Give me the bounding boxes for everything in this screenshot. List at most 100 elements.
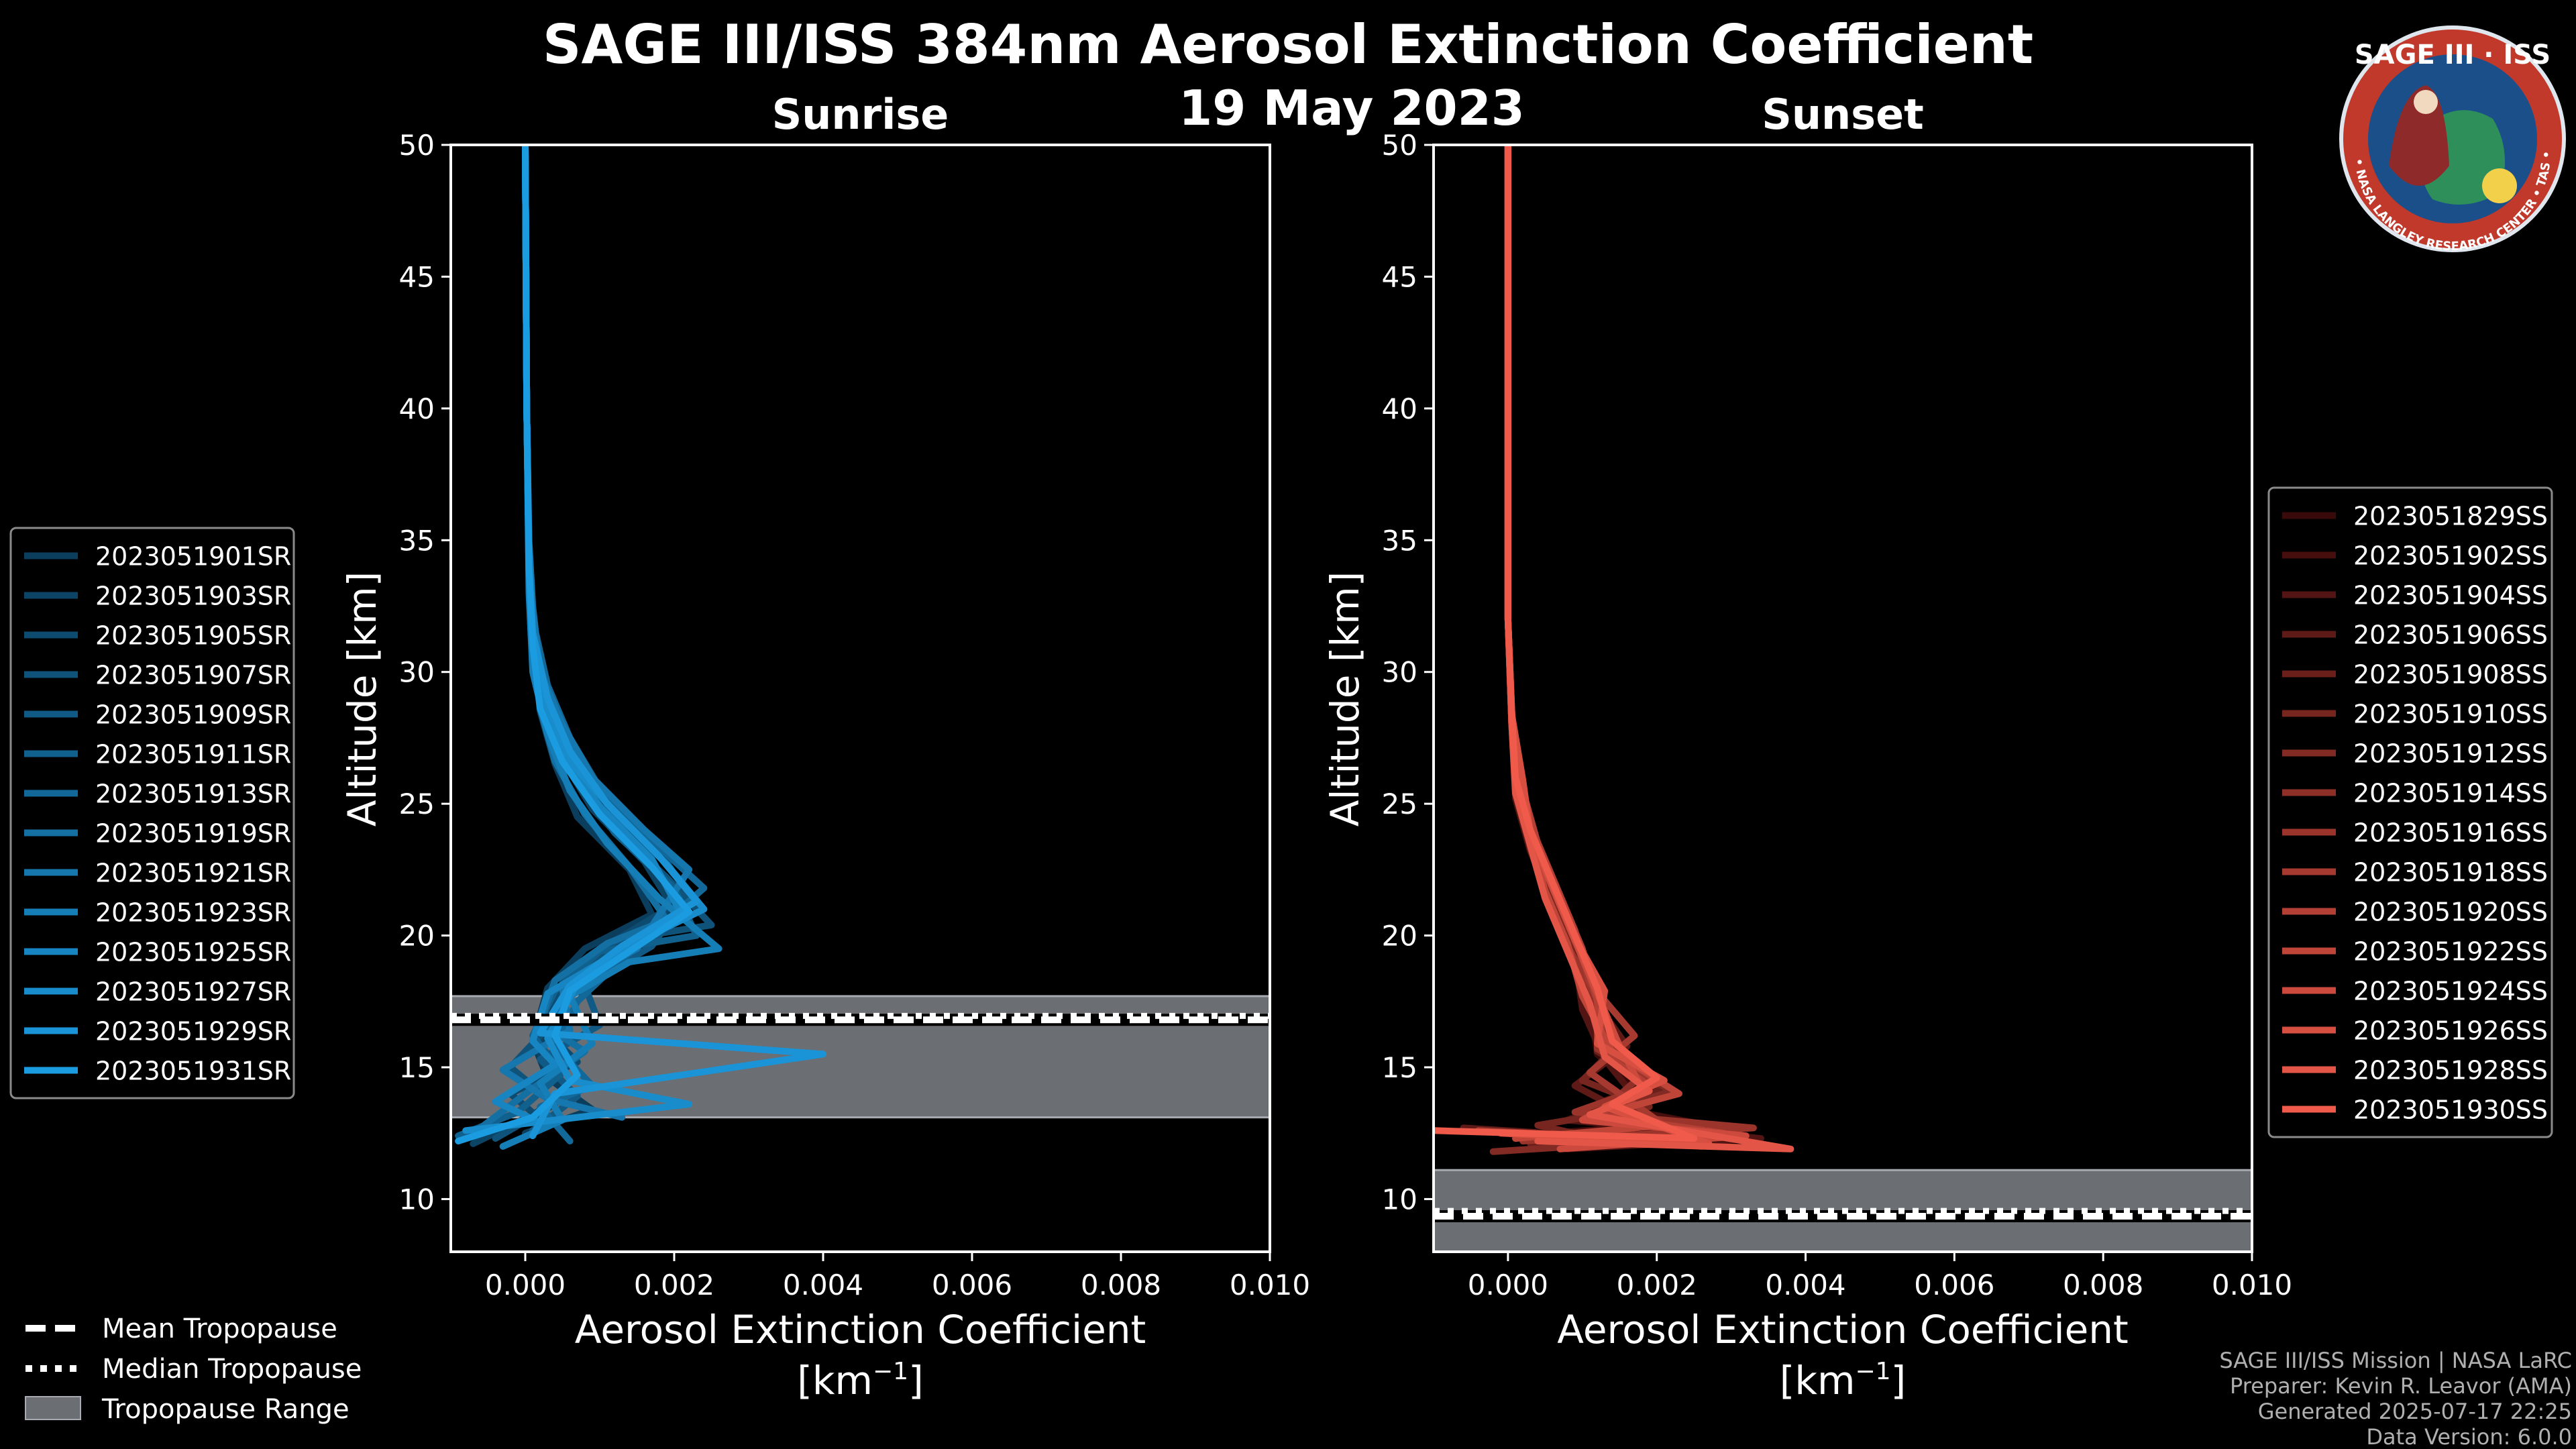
sunrise-ytick-label-40: 40 [399, 392, 435, 425]
sunrise-ytick-label-15: 15 [399, 1051, 435, 1084]
sunset-legend-label-2023051906SS: 2023051906SS [2353, 621, 2548, 650]
sunrise-legend-label-2023051905SR: 2023051905SR [95, 621, 291, 651]
sunset-legend-label-2023051902SS: 2023051902SS [2353, 541, 2548, 571]
sunrise-legend-label-2023051925SR: 2023051925SR [95, 938, 291, 967]
legend-range-label: Tropopause Range [101, 1394, 350, 1425]
sunrise-panel-title: Sunrise [772, 90, 949, 139]
figure-date: 19 May 2023 [1179, 80, 1525, 136]
sunset-xtick-label-4: 0.008 [2063, 1269, 2143, 1301]
sunset-xunit-open: [km [1780, 1358, 1856, 1403]
sunrise-xtick-label-1: 0.002 [634, 1269, 714, 1301]
sunset-xunit-close: ] [1891, 1358, 1907, 1403]
sunset-xtick-label-5: 0.010 [2212, 1269, 2292, 1301]
sunset-legend: 2023051829SS 2023051902SS 2023051904SS 2023… [2267, 486, 2553, 1138]
sunset-series-2023051912SS [1489, 145, 1742, 1155]
sunrise-xlabel: Aerosol Extinction Coefficient [575, 1307, 1146, 1352]
sunset-series-2023051829SS [1504, 145, 1735, 1150]
sunset-series-2023051926SS [1497, 145, 1713, 1147]
sunset-legend-label-2023051904SS: 2023051904SS [2353, 581, 2548, 610]
sunset-series-2023051904SS [1504, 145, 1764, 1152]
sunset-series-2023051920SS [1504, 145, 1727, 1150]
sunset-ytick-label-10: 10 [1382, 1183, 1417, 1216]
sunset-legend-label-2023051914SS: 2023051914SS [2353, 779, 2548, 808]
sunset-ytick-label-15: 15 [1382, 1051, 1417, 1084]
sunrise-legend-label-2023051909SR: 2023051909SR [95, 700, 291, 730]
legend-median-label: Median Tropopause [102, 1354, 362, 1385]
sunrise-xtick-label-4: 0.008 [1081, 1269, 1161, 1301]
sunrise-xunit-sup: −1 [873, 1358, 908, 1385]
sunrise-legend-label-2023051921SR: 2023051921SR [95, 859, 291, 888]
sunset-ytick-label-25: 25 [1382, 788, 1417, 820]
sage-logo: SAGE III · ISS BALL • NASA LANGLEY RESEA… [2339, 25, 2566, 254]
footer-line-1: SAGE III/ISS Mission | NASA LaRC [2219, 1348, 2572, 1373]
sunset-legend-label-2023051930SS: 2023051930SS [2353, 1095, 2548, 1125]
sunrise-legend-label-2023051929SR: 2023051929SR [95, 1017, 291, 1046]
sunset-ytick-label-45: 45 [1382, 260, 1417, 293]
sunset-series-2023051916SS [1504, 145, 1757, 1144]
sunrise-legend-label-2023051903SR: 2023051903SR [95, 582, 291, 611]
sunrise-legend-label-2023051907SR: 2023051907SR [95, 661, 291, 690]
sunset-legend-label-2023051910SS: 2023051910SS [2353, 700, 2548, 729]
sunset-series-2023051930SS [1434, 145, 1698, 1142]
sunset-series-2023051908SS [1504, 145, 1720, 1147]
sunrise-series-2023051931SR [455, 145, 693, 1144]
sunset-panel-title: Sunset [1762, 90, 1924, 139]
sunrise-legend-label-2023051913SR: 2023051913SR [95, 780, 291, 809]
sunset-xtick-label-1: 0.002 [1617, 1269, 1697, 1301]
sunrise-xtick-label-2: 0.004 [783, 1269, 863, 1301]
sunset-series-2023051906SS [1460, 145, 1675, 1144]
sunrise-xunit-open: [km [797, 1358, 873, 1403]
sunset-legend-label-2023051912SS: 2023051912SS [2353, 739, 2548, 769]
sunset-axes-frame [1432, 144, 2253, 1253]
sunset-ytick-label-35: 35 [1382, 524, 1417, 557]
sunset-legend-label-2023051918SS: 2023051918SS [2353, 858, 2548, 888]
sunset-legend-label-2023051908SS: 2023051908SS [2353, 660, 2548, 690]
footer: SAGE III/ISS Mission | NASA LaRC Prepare… [2219, 1348, 2572, 1449]
sunrise-ytick-label-45: 45 [399, 260, 435, 293]
legend-range-patch [25, 1396, 81, 1420]
sunset-legend-label-2023051829SS: 2023051829SS [2353, 502, 2548, 531]
footer-line-3: Generated 2025-07-17 22:25 [2258, 1399, 2572, 1424]
sunset-series-2023051924SS [1504, 145, 1750, 1152]
footer-line-4: Data Version: 6.0.0 [2366, 1424, 2572, 1449]
sunset-legend-label-2023051924SS: 2023051924SS [2353, 977, 2548, 1006]
sunrise-ytick-label-10: 10 [399, 1183, 435, 1216]
sunrise-ytick-label-30: 30 [399, 656, 435, 689]
sunrise-xunit: [km−1] [797, 1358, 923, 1403]
sunset-ytick-label-30: 30 [1382, 656, 1417, 689]
sunrise-xtick-label-5: 0.010 [1230, 1269, 1310, 1301]
sunset-ytick-label-50: 50 [1382, 129, 1417, 162]
sunset-panel: Sunset 10 15 20 25 30 35 40 45 50 0.000 0.002 0.004 0… [1322, 90, 2292, 1403]
tropopause-legend: Mean Tropopause Median Tropopause Tropop… [25, 1313, 362, 1425]
sunrise-ytick-label-50: 50 [399, 129, 435, 162]
sunrise-axes-frame [449, 144, 1271, 1253]
sunset-xunit-sup: −1 [1856, 1358, 1891, 1385]
sunrise-legend-label-2023051923SR: 2023051923SR [95, 898, 291, 928]
sunset-legend-frame [2267, 486, 2553, 1138]
sunset-xtick-label-0: 0.000 [1468, 1269, 1548, 1301]
sunrise-ylabel: Altitude [km] [339, 572, 385, 826]
sunset-legend-label-2023051928SS: 2023051928SS [2353, 1056, 2548, 1085]
legend-mean-label: Mean Tropopause [102, 1313, 337, 1344]
sunset-legend-label-2023051922SS: 2023051922SS [2353, 937, 2548, 967]
sunset-xtick-label-3: 0.006 [1914, 1269, 1994, 1301]
sunset-xlabel: Aerosol Extinction Coefficient [1557, 1307, 2129, 1352]
sunrise-legend-label-2023051911SR: 2023051911SR [95, 740, 291, 769]
sunrise-legend-label-2023051919SR: 2023051919SR [95, 819, 291, 849]
sunset-legend-label-2023051926SS: 2023051926SS [2353, 1016, 2548, 1046]
sunset-ytick-label-40: 40 [1382, 392, 1417, 425]
sunrise-legend-label-2023051931SR: 2023051931SR [95, 1057, 291, 1086]
figure-title: SAGE III/ISS 384nm Aerosol Extinction Co… [543, 13, 2033, 76]
sunrise-ytick-label-25: 25 [399, 788, 435, 820]
sunrise-xtick-label-3: 0.006 [932, 1269, 1012, 1301]
sunrise-xunit-close: ] [908, 1358, 924, 1403]
sunrise-ytick-label-20: 20 [399, 920, 435, 953]
sunset-legend-label-2023051916SS: 2023051916SS [2353, 818, 2548, 848]
sunrise-xtick-label-0: 0.000 [485, 1269, 566, 1301]
sunset-xunit: [km−1] [1780, 1358, 1906, 1403]
sunrise-legend-frame [9, 527, 295, 1099]
sunset-ylabel: Altitude [km] [1322, 572, 1368, 826]
sunrise-legend-label-2023051927SR: 2023051927SR [95, 977, 291, 1007]
sunset-ytick-label-20: 20 [1382, 920, 1417, 953]
sunrise-legend: 2023051901SR 2023051903SR 2023051905SR 2023… [9, 527, 295, 1099]
